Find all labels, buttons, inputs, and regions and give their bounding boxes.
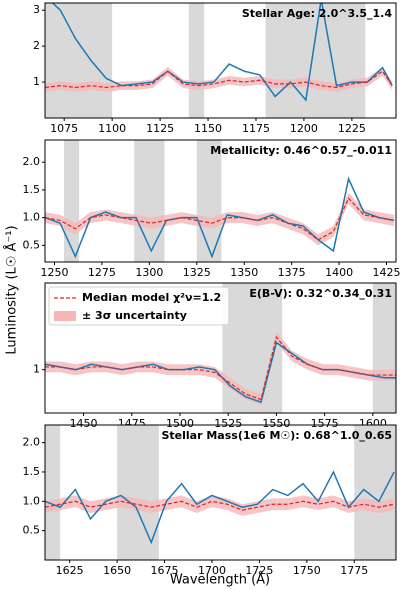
- panel: [45, 425, 396, 560]
- shaded-region: [45, 3, 113, 118]
- y-tick-label: 2.0: [23, 155, 41, 168]
- shaded-region: [196, 140, 222, 262]
- x-tick-label: 1250: [40, 266, 68, 279]
- uncertainty-band: [45, 331, 396, 405]
- y-tick-label: 0.5: [23, 524, 41, 537]
- x-tick-label: 1525: [214, 417, 242, 430]
- uncertainty-band: [45, 495, 395, 516]
- x-tick-label: 1625: [56, 564, 84, 577]
- x-tick-label: 1775: [340, 564, 368, 577]
- x-axis-label: Wavelength (Å): [170, 572, 270, 588]
- x-tick-label: 1425: [373, 266, 400, 279]
- x-tick-label: 1575: [311, 417, 339, 430]
- shaded-region: [372, 283, 396, 413]
- shaded-region: [45, 425, 61, 560]
- x-tick-label: 1225: [338, 122, 366, 135]
- panel: [45, 140, 395, 262]
- x-tick-label: 1125: [146, 122, 174, 135]
- x-tick-label: 1700: [198, 564, 226, 577]
- x-tick-label: 1750: [293, 564, 321, 577]
- axes-frame: [44, 139, 397, 263]
- shaded-region: [188, 3, 205, 118]
- y-tick-label: 3: [33, 3, 40, 16]
- x-tick-label: 1375: [278, 266, 306, 279]
- legend-swatch: [54, 311, 76, 321]
- x-tick-label: 1200: [290, 122, 318, 135]
- shaded-region: [63, 140, 80, 262]
- panel-annotation: Stellar Age: 2.0^3.5_1.4: [242, 7, 392, 20]
- y-tick-label: 1: [33, 75, 40, 88]
- panel: [45, 3, 393, 118]
- shaded-region: [117, 425, 159, 560]
- panel-annotation: Stellar Mass(1e6 M☉): 0.68^1.0_0.65: [162, 429, 393, 442]
- x-tick-label: 1675: [151, 564, 179, 577]
- x-tick-label: 1650: [103, 564, 131, 577]
- panel-annotation: Metallicity: 0.46^0.57_-0.011: [210, 144, 392, 157]
- x-tick-label: 1725: [245, 564, 273, 577]
- y-tick-label: 2.0: [23, 436, 41, 449]
- model-line: [45, 197, 395, 241]
- x-tick-label: 1275: [88, 266, 116, 279]
- y-tick-label: 2: [33, 39, 40, 52]
- model-line: [45, 500, 395, 511]
- y-tick-label: 0.5: [23, 238, 41, 251]
- legend-box: [48, 286, 230, 326]
- uncertainty-band: [45, 192, 395, 246]
- x-tick-label: 1450: [70, 417, 98, 430]
- axes-frame: [44, 424, 397, 561]
- legend-label: ± 3σ uncertainty: [82, 309, 187, 322]
- panel: [45, 283, 396, 413]
- x-tick-label: 1100: [98, 122, 126, 135]
- x-tick-label: 1075: [50, 122, 78, 135]
- legend-label: Median model χ²ν=1.2: [82, 291, 221, 304]
- observed-line: [51, 3, 393, 102]
- y-tick-label: 1.0: [23, 494, 41, 507]
- x-tick-label: 1300: [135, 266, 163, 279]
- y-tick-label: 1.5: [23, 183, 41, 196]
- x-tick-label: 1150: [194, 122, 222, 135]
- x-tick-label: 1325: [183, 266, 211, 279]
- observed-line: [45, 176, 395, 259]
- x-tick-label: 1400: [325, 266, 353, 279]
- y-axis-label: Luminosity (L☉ Å⁻¹): [4, 225, 20, 354]
- axes-frame: [44, 282, 397, 414]
- y-tick-label: 1.0: [23, 211, 41, 224]
- x-tick-label: 1350: [230, 266, 258, 279]
- y-tick-label: 1.5: [23, 465, 41, 478]
- y-tick-label: 1: [33, 363, 40, 376]
- shaded-region: [134, 140, 165, 262]
- model-line: [45, 335, 396, 401]
- axes-frame: [44, 2, 397, 119]
- shaded-region: [265, 3, 366, 118]
- x-tick-label: 1175: [242, 122, 270, 135]
- model-line: [45, 70, 393, 89]
- x-tick-label: 1550: [262, 417, 290, 430]
- panel-annotation: E(B-V): 0.32^0.34_0.31: [249, 287, 392, 300]
- x-tick-label: 1500: [166, 417, 194, 430]
